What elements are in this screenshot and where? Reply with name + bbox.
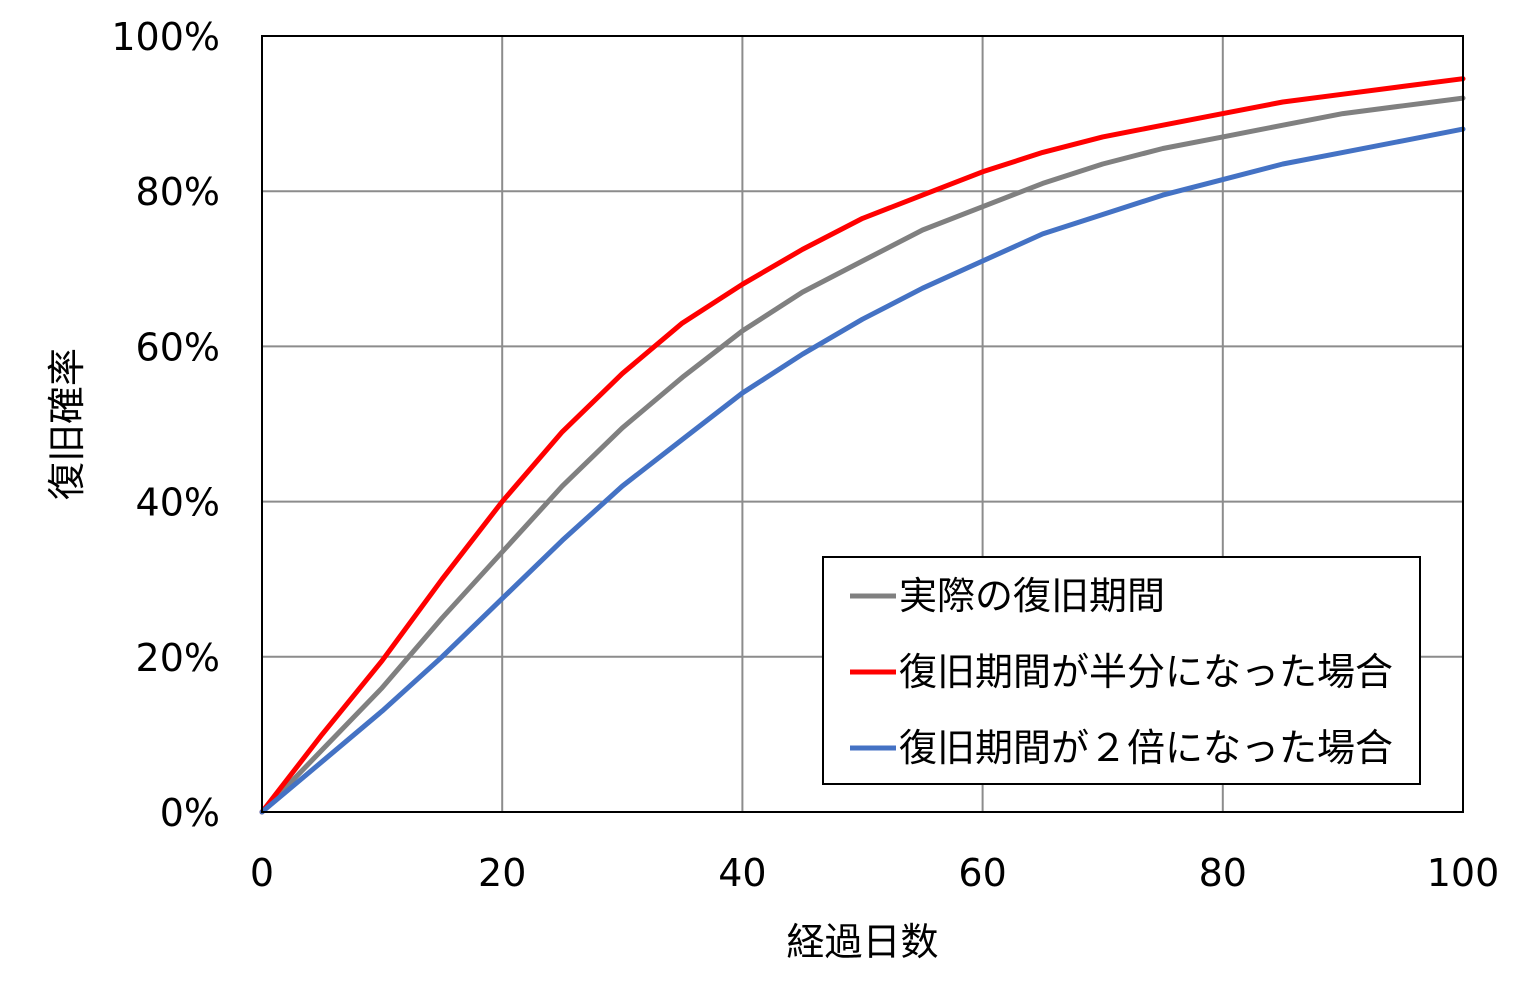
y-tick-label: 100% <box>111 15 220 59</box>
legend-box <box>822 556 1421 785</box>
legend-label-1: 復旧期間が半分になった場合 <box>899 650 1393 694</box>
x-axis-ticks: 0 20 40 60 80 100 <box>250 851 1499 895</box>
x-tick-label: 20 <box>478 851 526 895</box>
x-tick-label: 0 <box>250 851 274 895</box>
y-tick-label: 40% <box>136 481 220 525</box>
series-lines <box>259 76 1466 815</box>
y-axis-title: 復旧確率 <box>45 348 89 500</box>
x-tick-label: 100 <box>1427 851 1500 895</box>
y-tick-label: 80% <box>136 170 220 214</box>
series-line-0 <box>259 95 1466 815</box>
x-tick-label: 80 <box>1199 851 1247 895</box>
x-tick-label: 60 <box>958 851 1006 895</box>
legend-label-2: 復旧期間が２倍になった場合 <box>899 726 1393 770</box>
y-axis-ticks: 0% 20% 40% 60% 80% 100% <box>111 15 220 835</box>
x-tick-label: 40 <box>718 851 766 895</box>
series-line-1 <box>259 76 1466 815</box>
legend-label-0: 実際の復旧期間 <box>899 574 1165 618</box>
y-tick-label: 60% <box>136 325 220 369</box>
x-axis-title: 経過日数 <box>786 920 938 964</box>
plot-frame <box>261 35 1464 813</box>
y-tick-label: 0% <box>160 791 220 835</box>
series-line-2 <box>259 126 1466 815</box>
y-tick-label: 20% <box>136 636 220 680</box>
